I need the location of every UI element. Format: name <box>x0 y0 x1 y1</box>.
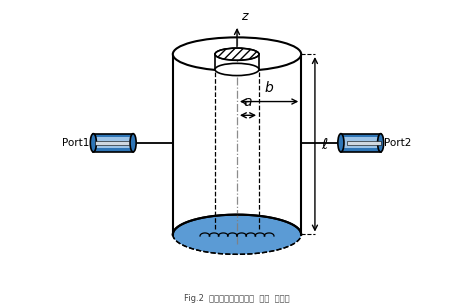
Ellipse shape <box>215 63 259 76</box>
Ellipse shape <box>91 134 96 152</box>
Text: Fig.2  开端式同轴腔谐振器  结构  示意图: Fig.2 开端式同轴腔谐振器 结构 示意图 <box>184 294 290 303</box>
Ellipse shape <box>378 134 383 152</box>
Ellipse shape <box>130 134 136 152</box>
Bar <box>96 137 131 148</box>
Bar <box>93 134 133 152</box>
Ellipse shape <box>215 48 259 60</box>
Bar <box>343 137 378 148</box>
Bar <box>347 141 381 145</box>
Ellipse shape <box>338 134 344 152</box>
Text: ℓ: ℓ <box>321 137 327 152</box>
Text: Port1: Port1 <box>62 138 90 148</box>
Ellipse shape <box>173 215 301 255</box>
Text: Port2: Port2 <box>384 138 412 148</box>
Bar <box>341 134 381 152</box>
Text: b: b <box>264 81 273 95</box>
Ellipse shape <box>173 37 301 71</box>
Text: a: a <box>244 95 252 109</box>
Bar <box>95 141 128 145</box>
Text: z: z <box>241 10 247 23</box>
